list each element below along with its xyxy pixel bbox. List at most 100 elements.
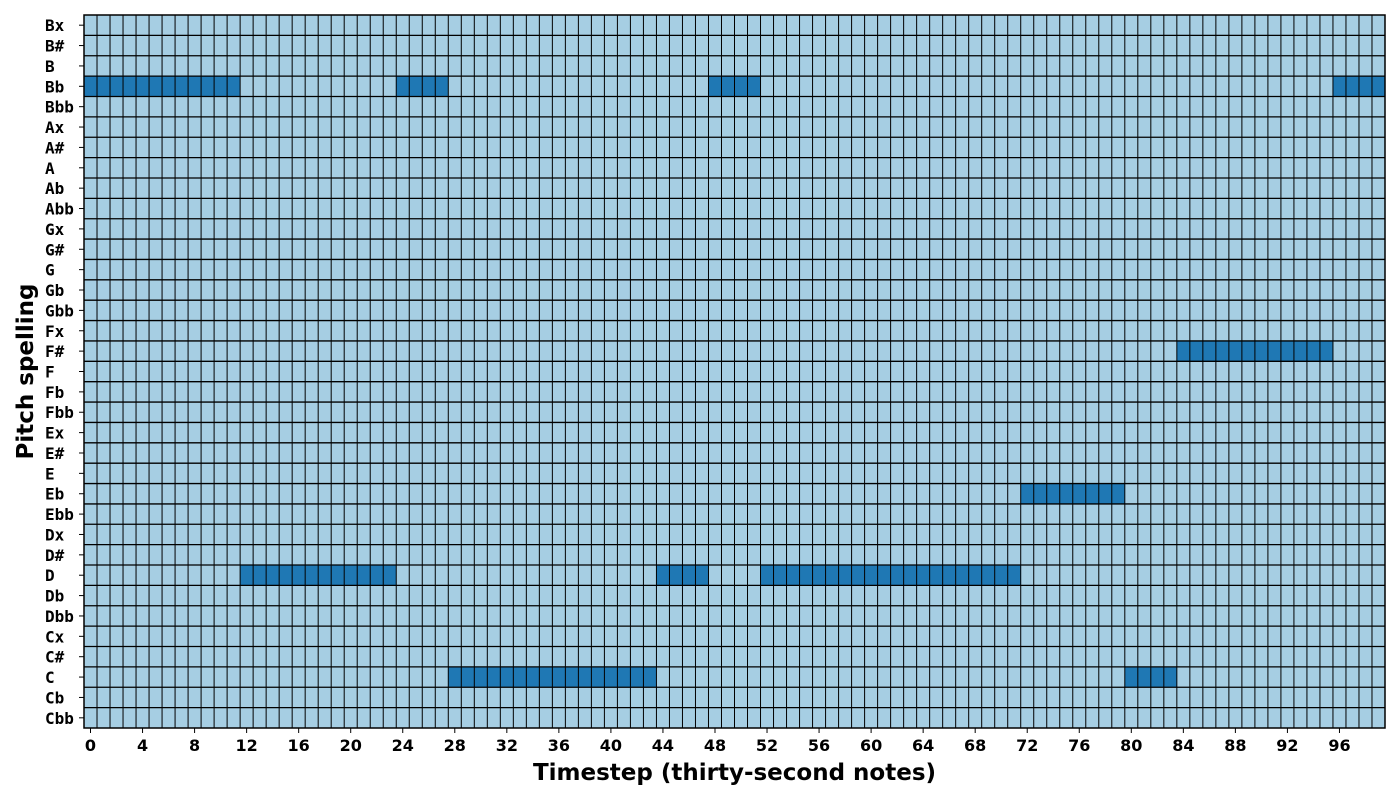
x-tick-label: 24 bbox=[392, 736, 414, 755]
x-tick-label: 52 bbox=[756, 736, 778, 755]
note-cell bbox=[435, 76, 449, 97]
x-tick-label: 32 bbox=[496, 736, 518, 755]
note-cell bbox=[981, 565, 995, 586]
y-tick-label: Bbb bbox=[45, 98, 74, 117]
note-cell bbox=[890, 565, 904, 586]
note-cell bbox=[500, 666, 514, 688]
y-tick-label: A# bbox=[45, 138, 65, 157]
note-cell bbox=[97, 76, 111, 97]
note-cell bbox=[175, 76, 189, 97]
y-tick-label: Cbb bbox=[45, 709, 74, 728]
note-cell bbox=[591, 666, 605, 688]
y-tick-label: Eb bbox=[45, 485, 64, 504]
note-cell bbox=[760, 565, 774, 586]
note-cell bbox=[1124, 666, 1138, 688]
note-cell bbox=[1163, 666, 1177, 688]
y-tick-label: G bbox=[45, 261, 55, 280]
y-tick-label: B# bbox=[45, 37, 65, 56]
note-cell bbox=[331, 565, 345, 586]
note-cell bbox=[1046, 483, 1060, 504]
note-cell bbox=[344, 565, 358, 586]
y-tick-label: Fx bbox=[45, 322, 65, 341]
note-cell bbox=[656, 565, 670, 586]
y-tick-label: A bbox=[45, 159, 55, 178]
grid-lines bbox=[84, 15, 1385, 728]
note-cell bbox=[1059, 483, 1073, 504]
note-cell bbox=[1150, 666, 1164, 688]
y-tick-label: Ebb bbox=[45, 505, 74, 524]
note-cell bbox=[864, 565, 878, 586]
note-cell bbox=[188, 76, 202, 97]
x-tick-label: 72 bbox=[1016, 736, 1038, 755]
note-cell bbox=[643, 666, 657, 688]
x-tick-label: 88 bbox=[1224, 736, 1246, 755]
x-tick-label: 20 bbox=[340, 736, 362, 755]
x-tick-label: 80 bbox=[1120, 736, 1142, 755]
note-cell bbox=[396, 76, 410, 97]
note-cell bbox=[474, 666, 488, 688]
y-tick-label: Fb bbox=[45, 383, 64, 402]
note-cell bbox=[1189, 340, 1203, 362]
note-cell bbox=[942, 565, 956, 586]
note-cell bbox=[1280, 340, 1294, 362]
x-tick-label: 56 bbox=[808, 736, 830, 755]
x-axis-ticks: 0 4 8 12 16 20 24 28 32 36 40 44 48 52 56 60 64 68 72 76 80 8… bbox=[85, 728, 1351, 755]
note-cell bbox=[149, 76, 163, 97]
note-cell bbox=[773, 565, 787, 586]
note-cell bbox=[1358, 76, 1372, 97]
note-cell bbox=[1254, 340, 1268, 362]
note-cell bbox=[838, 565, 852, 586]
x-tick-label: 28 bbox=[444, 736, 466, 755]
x-tick-label: 36 bbox=[548, 736, 570, 755]
note-cell bbox=[630, 666, 644, 688]
note-cell bbox=[1241, 340, 1255, 362]
note-cell bbox=[461, 666, 475, 688]
note-cell bbox=[786, 565, 800, 586]
note-cell bbox=[721, 76, 735, 97]
note-cell bbox=[110, 76, 124, 97]
note-cell bbox=[1098, 483, 1112, 504]
y-tick-label: F# bbox=[45, 342, 65, 361]
note-cell bbox=[617, 666, 631, 688]
note-cell bbox=[799, 565, 813, 586]
x-tick-label: 48 bbox=[704, 736, 726, 755]
note-cell bbox=[84, 76, 98, 97]
x-tick-label: 68 bbox=[964, 736, 986, 755]
note-cell bbox=[825, 565, 839, 586]
note-cell bbox=[1345, 76, 1359, 97]
note-cell bbox=[851, 565, 865, 586]
y-tick-label: E# bbox=[45, 444, 65, 463]
note-cell bbox=[695, 565, 709, 586]
note-cell bbox=[1176, 340, 1190, 362]
note-cell bbox=[370, 565, 384, 586]
note-cell bbox=[539, 666, 553, 688]
y-tick-label: Fbb bbox=[45, 403, 74, 422]
y-tick-label: G# bbox=[45, 240, 65, 259]
note-cell bbox=[1371, 76, 1385, 97]
note-cell bbox=[526, 666, 540, 688]
note-cell bbox=[1033, 483, 1047, 504]
y-tick-label: D# bbox=[45, 546, 65, 565]
note-cell bbox=[1137, 666, 1151, 688]
note-cell bbox=[123, 76, 137, 97]
y-tick-label: Cb bbox=[45, 688, 64, 707]
x-axis-label: Timestep (thirty-second notes) bbox=[533, 760, 936, 786]
x-tick-label: 76 bbox=[1068, 736, 1090, 755]
note-cell bbox=[1306, 340, 1320, 362]
note-cell bbox=[383, 565, 397, 586]
y-tick-label: Db bbox=[45, 587, 64, 606]
note-cell bbox=[422, 76, 436, 97]
y-tick-label: Ab bbox=[45, 179, 64, 198]
note-cell bbox=[201, 76, 215, 97]
y-tick-label: Dx bbox=[45, 525, 65, 544]
note-cell bbox=[578, 666, 592, 688]
note-cell bbox=[565, 666, 579, 688]
note-cell bbox=[968, 565, 982, 586]
note-cell bbox=[747, 76, 761, 97]
note-cell bbox=[1072, 483, 1086, 504]
note-cell bbox=[214, 76, 228, 97]
y-axis-label: Pitch spelling bbox=[13, 284, 39, 460]
note-cell bbox=[513, 666, 527, 688]
note-cell bbox=[682, 565, 696, 586]
y-tick-label: Gbb bbox=[45, 301, 74, 320]
